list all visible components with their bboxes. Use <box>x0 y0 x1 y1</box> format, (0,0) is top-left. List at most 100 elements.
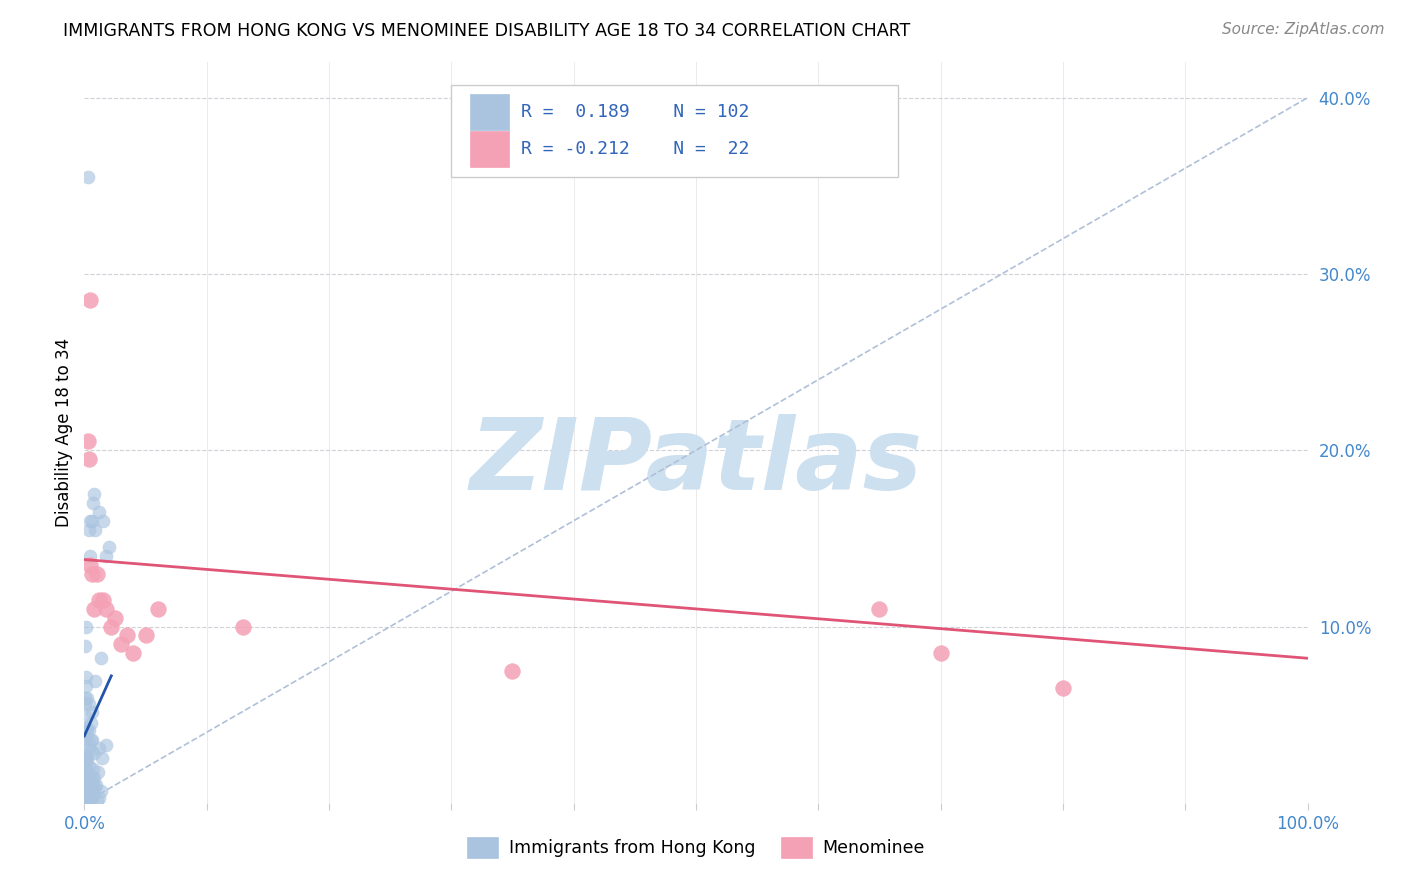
Text: ZIPatlas: ZIPatlas <box>470 414 922 511</box>
Point <box>87 505 110 519</box>
Point <box>75 670 97 684</box>
Point <box>77 169 100 184</box>
Point <box>77 698 100 712</box>
Point <box>73 763 96 777</box>
Point <box>77 452 100 467</box>
Point <box>75 731 97 745</box>
Point <box>94 739 117 753</box>
Point <box>86 566 108 581</box>
Point <box>929 646 952 660</box>
Point <box>77 783 100 797</box>
FancyBboxPatch shape <box>470 95 509 130</box>
Point <box>79 774 101 789</box>
FancyBboxPatch shape <box>451 85 898 178</box>
Point <box>73 784 96 798</box>
FancyBboxPatch shape <box>470 131 509 167</box>
Point <box>76 794 98 808</box>
Point <box>87 740 110 755</box>
Point <box>91 514 114 528</box>
Point <box>84 780 107 794</box>
Point <box>82 762 104 776</box>
Point <box>82 789 104 803</box>
Point <box>75 764 97 779</box>
Point <box>75 772 97 787</box>
Point <box>75 792 97 806</box>
Point <box>75 788 97 802</box>
Point <box>77 759 100 773</box>
Point <box>76 690 98 705</box>
Point <box>80 566 103 581</box>
Point <box>79 790 101 805</box>
Point <box>77 434 100 449</box>
Point <box>76 723 98 737</box>
Point <box>77 523 100 537</box>
Point <box>79 514 101 528</box>
Point <box>79 779 101 793</box>
Point <box>73 787 96 801</box>
Point <box>80 744 103 758</box>
Point <box>75 781 97 796</box>
Point <box>77 776 100 790</box>
Point <box>73 784 96 798</box>
Point <box>75 747 97 761</box>
Point <box>75 690 97 705</box>
Point <box>73 790 96 805</box>
Point <box>84 674 107 689</box>
Point <box>104 610 127 624</box>
Point <box>77 787 100 801</box>
Point <box>75 765 97 780</box>
Point <box>77 780 100 795</box>
Point <box>75 679 97 693</box>
Point <box>115 628 138 642</box>
Legend: Immigrants from Hong Kong, Menominee: Immigrants from Hong Kong, Menominee <box>460 830 932 864</box>
Point <box>75 752 97 766</box>
Point <box>86 794 108 808</box>
Point <box>76 785 98 799</box>
Point <box>83 771 105 785</box>
Point <box>135 628 157 642</box>
Point <box>83 487 105 501</box>
Point <box>83 746 105 760</box>
Point <box>146 602 169 616</box>
Text: R = -0.212    N =  22: R = -0.212 N = 22 <box>522 140 749 158</box>
Point <box>75 788 97 802</box>
Point <box>75 696 97 710</box>
Point <box>90 751 112 765</box>
Point <box>87 765 110 780</box>
Y-axis label: Disability Age 18 to 34: Disability Age 18 to 34 <box>55 338 73 527</box>
Point <box>232 619 254 633</box>
Point <box>73 762 96 776</box>
Point <box>96 549 118 563</box>
Point <box>82 779 104 793</box>
Point <box>80 716 103 731</box>
Point <box>80 732 103 747</box>
Point <box>75 721 97 735</box>
Point <box>73 772 96 786</box>
Point <box>90 651 112 665</box>
Point <box>97 540 120 554</box>
Point <box>82 496 104 510</box>
Point <box>79 293 101 308</box>
Point <box>79 558 101 572</box>
Point <box>75 764 97 779</box>
Point <box>79 791 101 805</box>
Point <box>80 706 103 720</box>
Point <box>75 619 97 633</box>
Point <box>77 723 100 738</box>
Point <box>77 780 100 795</box>
Point <box>79 549 101 563</box>
Point <box>75 764 97 779</box>
Point <box>73 756 96 771</box>
Point <box>75 750 97 764</box>
Point <box>1052 681 1074 696</box>
Point <box>76 789 98 804</box>
Point <box>87 593 110 607</box>
Point <box>80 783 103 797</box>
Point <box>82 732 104 747</box>
Point <box>110 637 132 651</box>
Point <box>73 751 96 765</box>
Point <box>76 751 98 765</box>
Point <box>76 764 98 779</box>
Point <box>100 619 122 633</box>
Point <box>83 602 105 616</box>
